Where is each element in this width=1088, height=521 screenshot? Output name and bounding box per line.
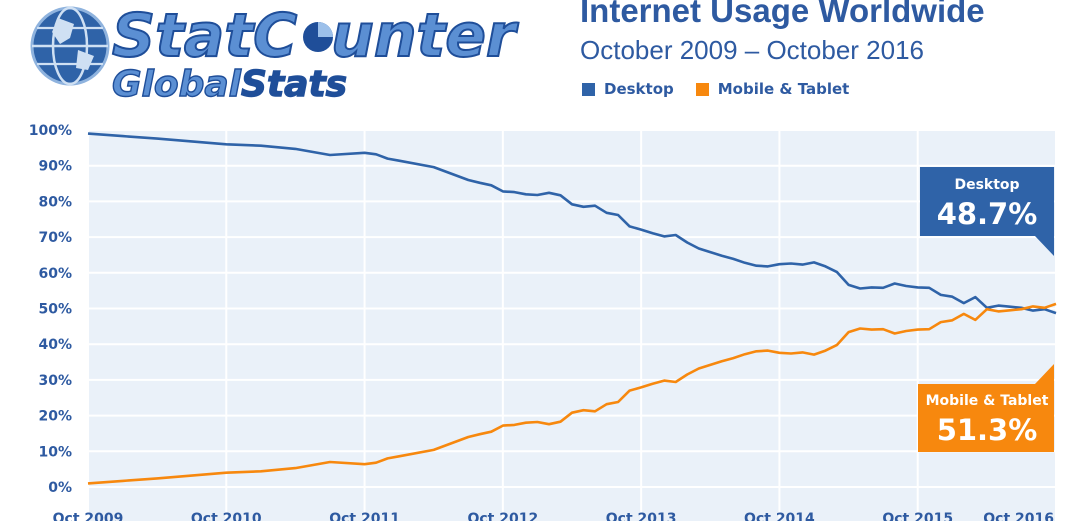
y-tick-label: 80% (38, 194, 72, 210)
series-line-desktop (87, 132, 1057, 315)
y-tick-label: 20% (38, 409, 72, 425)
gridlines (87, 129, 1057, 521)
x-tick-label: Oct 2010 (191, 511, 262, 521)
x-tick-label: Oct 2011 (329, 511, 400, 521)
callout-mobile-tablet-label: Mobile & Tablet (926, 393, 1049, 409)
x-tick-label: Oct 2009 (53, 511, 124, 521)
legend-label-desktop: Desktop (604, 80, 674, 98)
y-tick-label: 70% (38, 230, 72, 246)
x-tick-label: Oct 2012 (467, 511, 538, 521)
statcounter-logo: StatC unter GlobalStats (30, 0, 520, 106)
x-axis-ticks: Oct 2009 Oct 2010 Oct 2011 Oct 2012 Oct 2013… (53, 511, 1054, 521)
page-title: Internet Usage Worldwide (580, 0, 985, 29)
y-axis-ticks: 0% 10% 20% 30% 40% 50% 60% 70% 80% 90% 100% (29, 123, 72, 496)
plot-area (88, 130, 1056, 521)
callout-mobile-tablet: Mobile & Tablet 51.3% (918, 364, 1054, 452)
callout-desktop-value: 48.7% (937, 197, 1038, 231)
callout-desktop-label: Desktop (954, 177, 1019, 193)
legend-swatch-mobile-tablet (695, 82, 709, 96)
pie-chart-icon (303, 22, 333, 52)
series-line-mobile-tablet (87, 302, 1057, 485)
legend-swatch-desktop (582, 82, 595, 96)
y-tick-label: 0% (48, 480, 72, 496)
header: Internet Usage Worldwide October 2009 – … (580, 0, 1080, 66)
callout-mobile-tablet-box (918, 364, 1054, 452)
x-tick-label: Oct 2016 (983, 511, 1054, 521)
legend-item-mobile-tablet: Mobile & Tablet (695, 80, 850, 98)
brand-subname: GlobalStats (112, 64, 347, 105)
x-tick-label: Oct 2015 (882, 511, 953, 521)
x-tick-label: Oct 2013 (606, 511, 677, 521)
y-tick-label: 40% (38, 337, 72, 353)
page-subtitle: October 2009 – October 2016 (580, 35, 925, 65)
globe-icon (30, 6, 110, 86)
y-tick-label: 50% (38, 302, 72, 318)
y-tick-label: 30% (38, 373, 72, 389)
callout-desktop: Desktop 48.7% (920, 167, 1054, 256)
callout-mobile-tablet-value: 51.3% (937, 413, 1038, 447)
legend-label-mobile-tablet: Mobile & Tablet (717, 80, 850, 98)
y-tick-label: 60% (38, 266, 72, 282)
brand-name: StatC unter (112, 1, 519, 71)
x-tick-label: Oct 2014 (744, 511, 815, 521)
y-tick-label: 90% (38, 159, 72, 175)
y-tick-label: 10% (38, 444, 72, 460)
y-tick-label: 100% (29, 123, 72, 139)
chart-legend: Desktop Mobile & Tablet (582, 80, 849, 98)
callout-desktop-box (920, 167, 1054, 256)
legend-item-desktop: Desktop (582, 80, 674, 98)
